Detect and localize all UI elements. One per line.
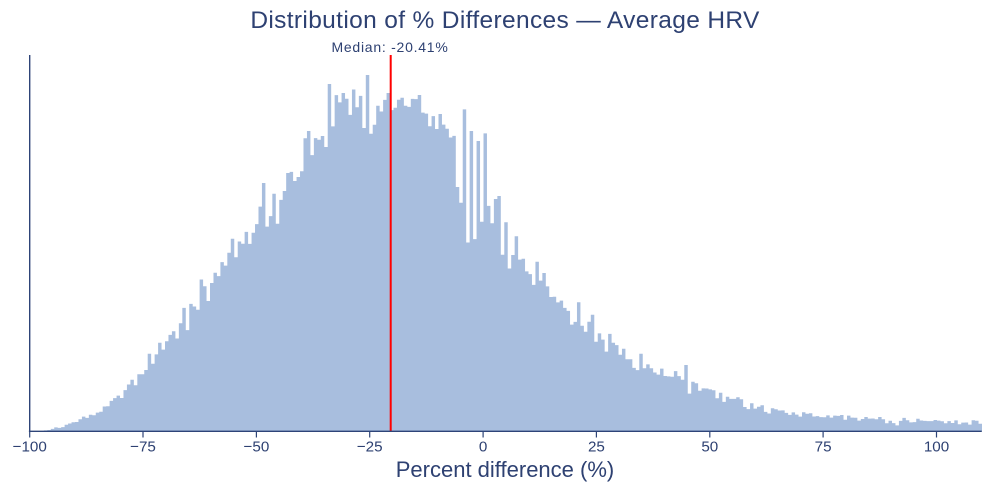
svg-text:Median: -20.41%: Median: -20.41% — [331, 39, 448, 55]
svg-text:Distribution of % Differences: Distribution of % Differences — Average … — [250, 7, 760, 34]
svg-text:−100: −100 — [13, 439, 47, 456]
svg-text:−50: −50 — [244, 439, 270, 456]
svg-text:75: 75 — [815, 439, 832, 456]
svg-text:Percent difference (%): Percent difference (%) — [396, 457, 614, 482]
svg-text:−25: −25 — [357, 439, 383, 456]
svg-text:100: 100 — [924, 439, 949, 456]
svg-text:25: 25 — [588, 439, 605, 456]
svg-text:50: 50 — [701, 439, 718, 456]
svg-text:−75: −75 — [130, 439, 156, 456]
svg-text:0: 0 — [479, 439, 487, 456]
